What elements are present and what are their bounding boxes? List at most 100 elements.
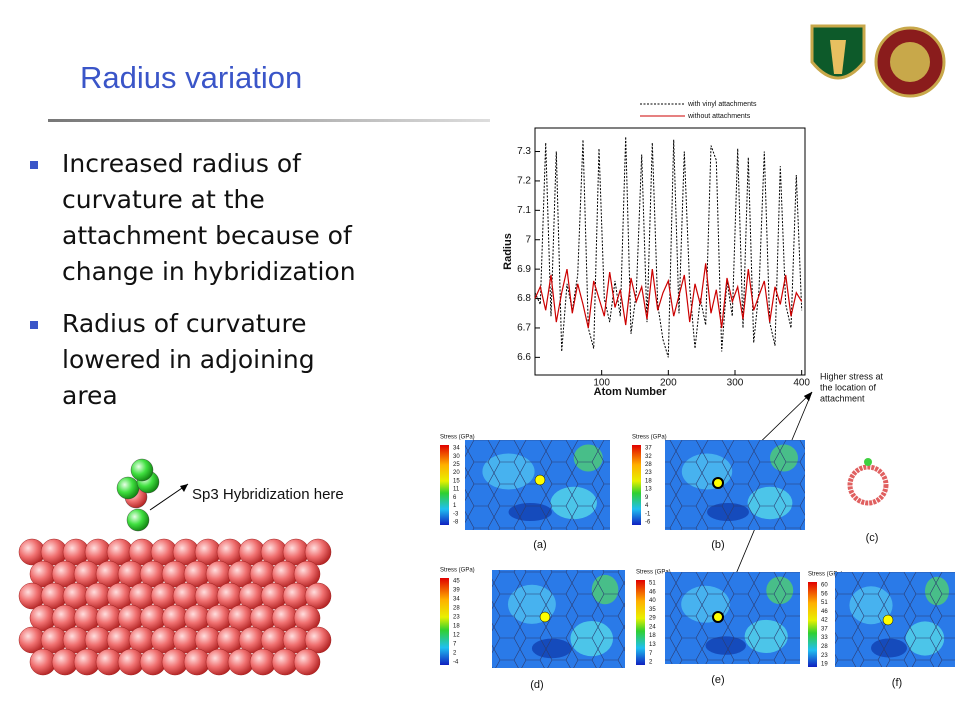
bullet-text: area — [62, 381, 118, 410]
x-tick-label: 100 — [593, 378, 610, 389]
scale-label: 19 — [821, 662, 828, 668]
y-tick-label: 6.9 — [517, 264, 531, 275]
panel-label: (c) — [866, 532, 879, 544]
scale-label: 60 — [821, 583, 828, 589]
scale-title: Stress (GPa) — [632, 435, 667, 441]
y-tick-label: 7.2 — [517, 176, 531, 187]
scale-title: Stress (GPa) — [636, 570, 671, 576]
note-text: Higher stress at — [820, 371, 884, 381]
bullet-marker — [30, 321, 38, 329]
panel-label: (b) — [711, 539, 724, 551]
color-bar — [440, 445, 449, 525]
scale-label: 46 — [649, 589, 656, 595]
scale-label: 15 — [453, 478, 460, 484]
legend-label: without attachments — [687, 113, 751, 120]
annotation: Sp3 Hybridization here — [192, 486, 344, 503]
scale-label: 13 — [649, 642, 656, 648]
panel-label: (a) — [533, 539, 546, 551]
x-tick-label: 300 — [727, 378, 744, 389]
color-bar — [636, 580, 645, 665]
scale-label: 32 — [645, 454, 652, 460]
scale-label: 28 — [453, 606, 460, 612]
arrow-head — [804, 392, 812, 401]
y-tick-label: 7 — [525, 234, 531, 245]
molecule-image — [18, 458, 332, 676]
scale-label: 28 — [821, 644, 828, 650]
scale-label: 18 — [645, 478, 652, 484]
hex-overlay — [835, 572, 955, 667]
note-text: attachment — [820, 393, 865, 403]
plot-frame — [534, 127, 806, 376]
scale-label: 23 — [645, 470, 652, 476]
scale-label: 37 — [645, 446, 652, 452]
legend-label: with vinyl attachments — [687, 101, 757, 108]
scale-label: 18 — [649, 633, 656, 639]
arrow-head — [180, 484, 188, 492]
bullet-marker — [30, 161, 38, 169]
color-bar — [808, 582, 817, 667]
bullet-text: attachment because of — [62, 221, 353, 250]
atom — [130, 458, 154, 482]
scale-label: 35 — [649, 607, 656, 613]
scale-label: 20 — [453, 470, 460, 476]
attachment-atom — [864, 458, 872, 466]
scale-label: 42 — [821, 618, 828, 624]
y-tick-label: 6.8 — [517, 293, 531, 304]
note-text: the location of — [820, 382, 877, 392]
y-tick-label: 6.6 — [517, 352, 531, 363]
scale-label: 40 — [649, 598, 656, 604]
hex-overlay — [665, 440, 805, 530]
scale-label: 28 — [645, 462, 652, 468]
scale-label: -3 — [453, 511, 459, 517]
hex-overlay — [492, 570, 625, 668]
x-tick-label: 400 — [793, 378, 810, 389]
logo-seal — [874, 26, 946, 98]
y-tick-label: 7.1 — [517, 205, 531, 216]
scale-label: 30 — [453, 454, 460, 460]
scale-label: -6 — [645, 520, 651, 526]
scale-label: -4 — [453, 660, 459, 666]
scale-label: 2 — [649, 660, 653, 666]
scale-label: 7 — [649, 651, 653, 657]
bullet-text: Radius of curvature — [62, 309, 307, 338]
scale-label: 11 — [453, 487, 460, 493]
attachment-marker — [712, 477, 724, 489]
scale-label: -8 — [453, 520, 459, 526]
hex-overlay — [465, 440, 610, 530]
atom — [304, 582, 332, 610]
scale-label: 23 — [453, 615, 460, 621]
scale-label: 9 — [645, 495, 649, 501]
atom — [304, 626, 332, 654]
color-bar — [632, 445, 641, 525]
atom — [304, 538, 332, 566]
atom — [293, 648, 321, 676]
panel-label: (f) — [892, 677, 902, 689]
scale-label: 45 — [453, 579, 460, 585]
y-axis-label: Radius — [502, 233, 514, 270]
slide-title: Radius variation — [80, 60, 302, 95]
scale-label: 2 — [453, 651, 457, 657]
panel-label: (d) — [530, 679, 543, 691]
panel-label: (e) — [711, 674, 724, 686]
attachment-marker — [712, 611, 724, 623]
atom — [293, 560, 321, 588]
bullet-text: Increased radius of — [62, 149, 302, 178]
scale-title: Stress (GPa) — [440, 568, 475, 574]
bullet-text: change in hybridization — [62, 257, 356, 286]
scale-label: 4 — [645, 503, 649, 509]
atom — [116, 476, 140, 500]
scale-label: -1 — [645, 511, 651, 517]
x-axis-label: Atom Number — [594, 386, 667, 398]
y-tick-label: 6.7 — [517, 323, 531, 334]
scale-label: 34 — [453, 446, 460, 452]
scale-title: Stress (GPa) — [440, 435, 475, 441]
scale-label: 13 — [645, 487, 652, 493]
line-chart: 6.6 6.7 6.8 6.9 7 7.1 7.2 7.3 100 200 300 400 Atom N… — [502, 101, 811, 398]
scale-label: 12 — [453, 633, 460, 639]
scale-label: 51 — [821, 600, 828, 606]
attachment-marker — [539, 611, 551, 623]
scale-label: 18 — [453, 624, 460, 630]
scale-label: 39 — [453, 588, 460, 594]
hex-overlay — [665, 572, 800, 664]
